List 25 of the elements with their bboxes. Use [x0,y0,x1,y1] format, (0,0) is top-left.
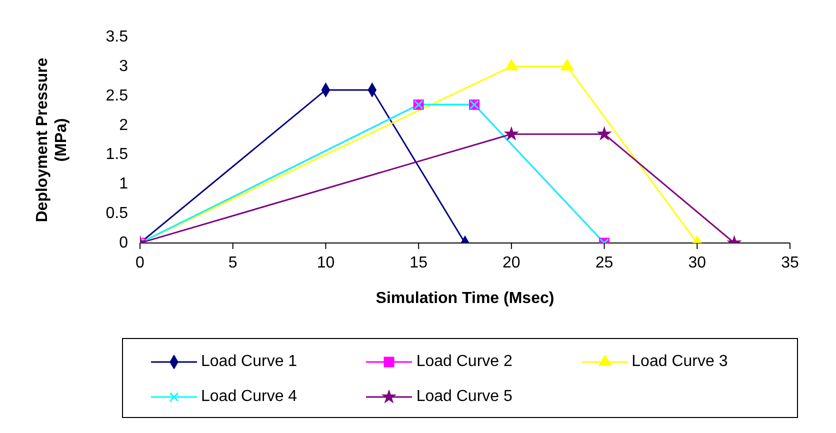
x-tick-label: 30 [688,254,706,272]
y-tick-label: 3 [119,58,128,75]
y-tick-label: 0 [119,234,128,252]
x-tick-label: 20 [502,254,520,272]
legend-label: Load Curve 2 [416,353,512,371]
x-tick-label: 25 [595,254,614,272]
legend-label: Load Curve 5 [416,388,512,406]
y-tick-label: 2 [119,116,128,134]
y-tick-label: 1 [119,176,128,193]
legend-label: Load Curve 3 [632,353,728,371]
y-tick-label: 2.5 [106,87,128,104]
point [504,127,518,140]
x-tick-label: 15 [410,254,428,272]
x-tick-label: 10 [316,254,335,272]
point [598,127,611,140]
y-tick-label: 3.5 [106,28,128,46]
y-tick-label: 0.5 [106,205,128,222]
x-tick-label: 5 [228,254,238,272]
legend-label: Load Curve 1 [201,353,298,371]
y-axis-title: Deployment Pressure (MPa) [34,58,70,222]
legend-label: Load Curve 4 [201,388,298,406]
y-tick-label: 1.5 [106,146,128,164]
x-axis-title: Simulation Time (Msec) [376,290,554,307]
x-tick-label: 35 [781,254,799,272]
x-tick-label: 0 [136,254,145,272]
